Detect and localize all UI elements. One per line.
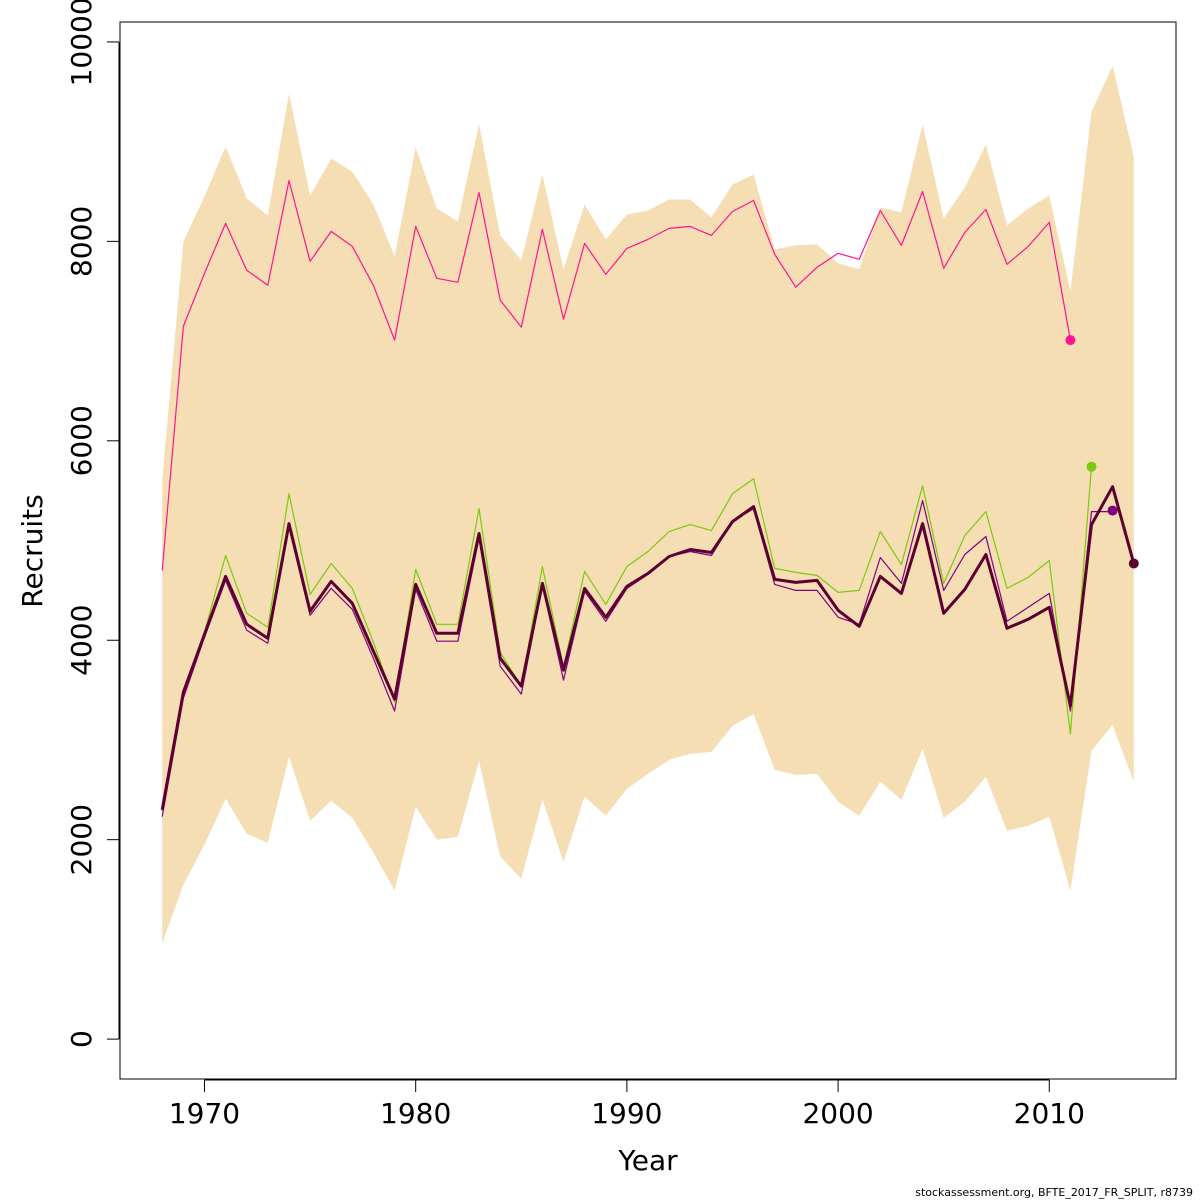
- x-axis: 1970 1980 1990 2000 2010: [169, 1079, 1085, 1130]
- x-tick-label: 1980: [380, 1097, 451, 1130]
- y-tick-label: 6000: [65, 405, 98, 476]
- series-endpoint-4: [1128, 558, 1139, 569]
- x-tick-label: 1990: [591, 1097, 662, 1130]
- series-line-1: [161, 180, 1071, 571]
- plot-frame: [119, 21, 1177, 1080]
- y-tick-label: 8000: [65, 206, 98, 277]
- series-line-4: [160, 485, 1136, 811]
- x-tick-label: 2010: [1014, 1097, 1085, 1130]
- series-line-2: [161, 466, 1093, 811]
- y-tick-label: 0: [65, 1030, 98, 1048]
- x-tick-label: 1970: [169, 1097, 240, 1130]
- y-tick-label: 4000: [65, 605, 98, 676]
- series-endpoint-3: [1107, 505, 1118, 516]
- y-tick-label: 2000: [65, 804, 98, 875]
- y-axis: 0 2000 4000 6000 8000 10000: [65, 0, 120, 1048]
- series-endpoint-2: [1086, 461, 1097, 472]
- x-axis-title: Year: [617, 1144, 678, 1177]
- y-tick-label: 10000: [65, 0, 98, 86]
- endpoint-points-layer: [1065, 335, 1139, 569]
- y-axis-title: Recruits: [16, 494, 49, 607]
- x-tick-label: 2000: [802, 1097, 873, 1130]
- series-layer: [160, 180, 1136, 817]
- series-endpoint-1: [1065, 335, 1076, 346]
- footer-caption: stockassessment.org, BFTE_2017_FR_SPLIT,…: [915, 1186, 1193, 1199]
